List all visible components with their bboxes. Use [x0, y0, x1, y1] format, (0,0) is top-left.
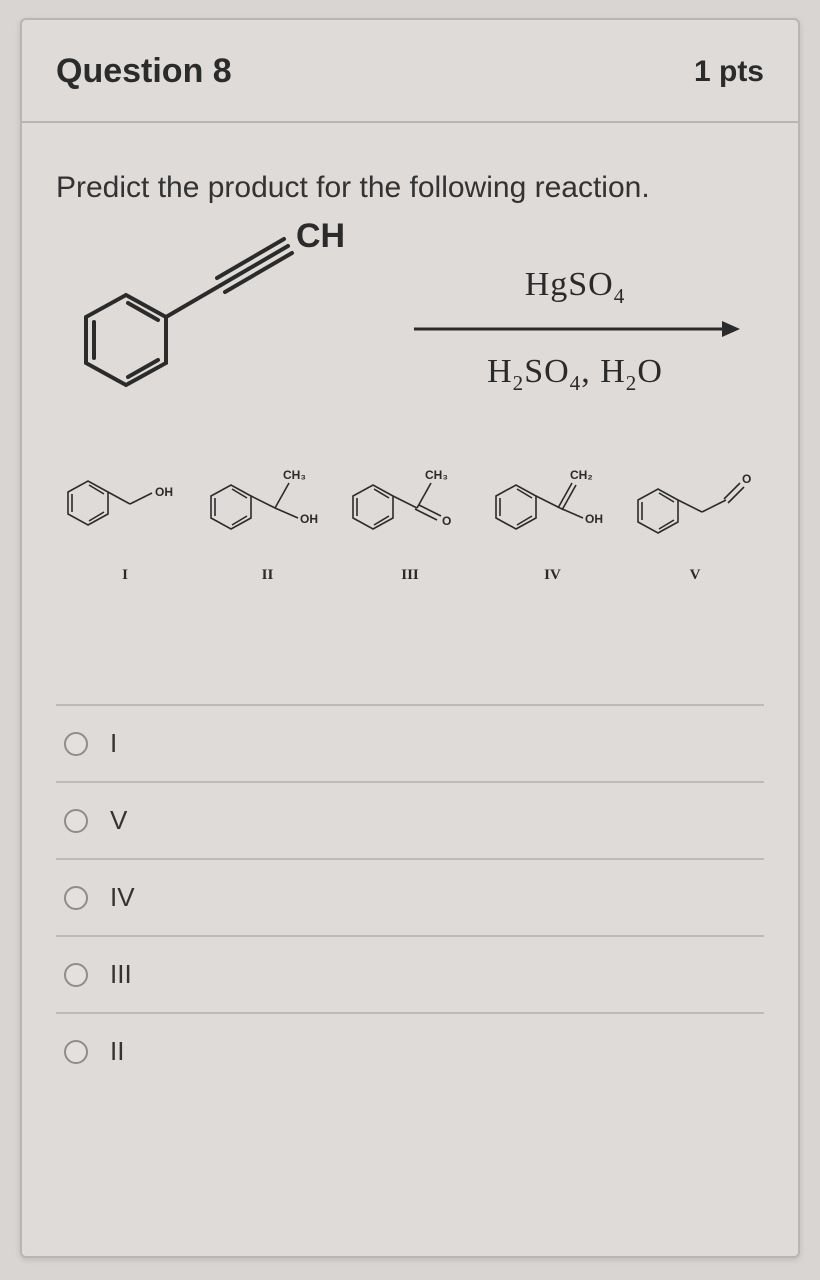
question-title: Question 8 — [56, 52, 232, 91]
choice-V: O V — [630, 463, 760, 584]
question-card: Question 8 1 pts Predict the product for… — [20, 18, 800, 1258]
alkyne-ch-label: CH — [296, 217, 345, 255]
option-label: IV — [110, 882, 135, 913]
option-label: I — [110, 728, 117, 759]
svg-text:OH: OH — [300, 512, 318, 526]
option-label: III — [110, 959, 132, 990]
choice-I-structure: OH — [60, 463, 190, 543]
choice-IV: CH₂ OH IV — [488, 463, 618, 584]
question-body: Predict the product for the following re… — [22, 123, 798, 1089]
reagent-bottom-text: H2SO4, H2O — [487, 353, 663, 390]
option-row[interactable]: I — [56, 704, 764, 781]
svg-text:CH₂: CH₂ — [570, 468, 593, 482]
choice-III-structure: CH₃ O — [345, 463, 475, 543]
choice-II-structure: CH₃ OH — [203, 463, 333, 543]
svg-text:OH: OH — [585, 512, 603, 526]
option-label: II — [110, 1036, 124, 1067]
svg-text:CH₃: CH₃ — [283, 468, 306, 482]
reaction-scheme: CH HgSO4 H2SO4, H2O — [56, 215, 764, 435]
reaction-arrow-icon — [410, 315, 740, 343]
option-row[interactable]: IV — [56, 858, 764, 935]
reagent-bottom: H2SO4, H2O — [487, 353, 663, 396]
radio-icon[interactable] — [64, 963, 88, 987]
svg-text:CH₃: CH₃ — [425, 468, 448, 482]
radio-icon[interactable] — [64, 886, 88, 910]
choice-III: CH₃ O III — [345, 463, 475, 584]
choice-IV-structure: CH₂ OH — [488, 463, 618, 543]
svg-text:O: O — [742, 472, 751, 486]
choice-V-label: V — [690, 567, 701, 584]
option-row[interactable]: III — [56, 935, 764, 1012]
product-choices-row: OH I CH₃ OH — [56, 463, 764, 584]
option-label: V — [110, 805, 127, 836]
choice-V-structure: O — [630, 463, 760, 543]
svg-text:O: O — [442, 514, 451, 528]
svg-text:OH: OH — [155, 485, 173, 499]
question-header: Question 8 1 pts — [22, 20, 798, 123]
answer-options: I V IV III II — [56, 704, 764, 1089]
question-prompt: Predict the product for the following re… — [56, 171, 764, 205]
radio-icon[interactable] — [64, 1040, 88, 1064]
reagent-block: HgSO4 H2SO4, H2O — [386, 254, 764, 396]
radio-icon[interactable] — [64, 732, 88, 756]
reagent-top-text: HgSO4 — [525, 266, 626, 303]
choice-I: OH I — [60, 463, 190, 584]
choice-I-label: I — [122, 567, 128, 584]
choice-II: CH₃ OH II — [203, 463, 333, 584]
reagent-top: HgSO4 — [525, 266, 626, 309]
question-points: 1 pts — [694, 55, 764, 89]
option-row[interactable]: II — [56, 1012, 764, 1089]
choice-III-label: III — [401, 567, 419, 584]
radio-icon[interactable] — [64, 809, 88, 833]
reactant-structure: CH — [56, 215, 366, 435]
option-row[interactable]: V — [56, 781, 764, 858]
choice-IV-label: IV — [544, 567, 561, 584]
choice-II-label: II — [262, 567, 274, 584]
